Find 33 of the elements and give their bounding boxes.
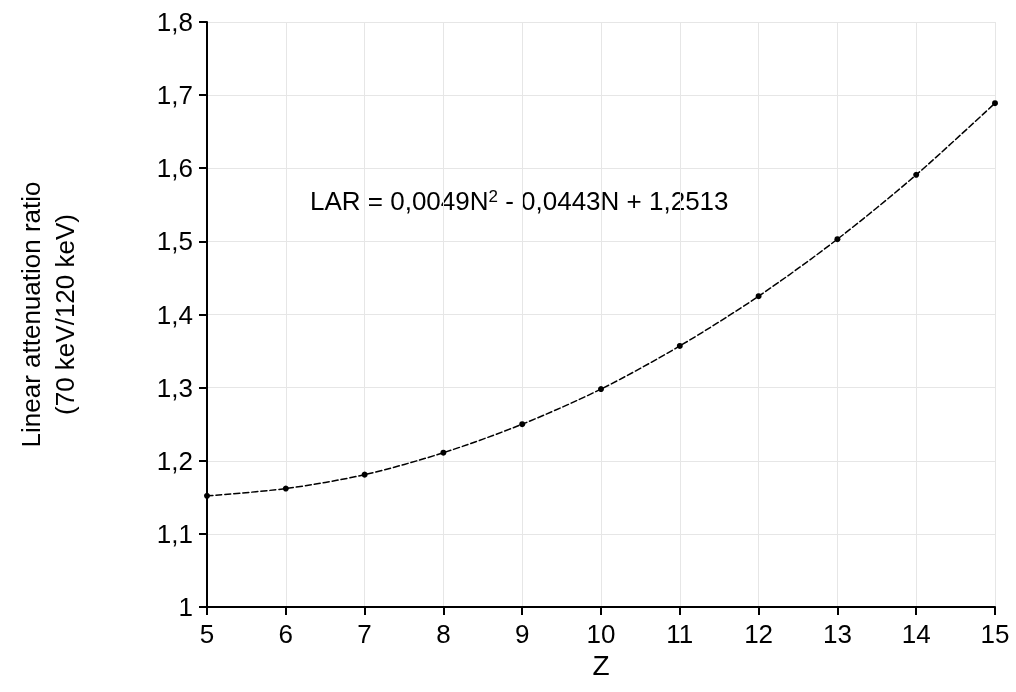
x-tick-label: 11	[666, 619, 694, 649]
y-tick-label: 1,4	[156, 299, 193, 330]
point	[282, 485, 289, 492]
y-tick-label: 1,5	[156, 226, 193, 257]
point	[755, 293, 762, 300]
point	[440, 449, 447, 456]
y-tick-label: 1,8	[156, 7, 193, 37]
x-tick-label: 7	[357, 619, 372, 649]
point	[598, 386, 604, 393]
y-tick-label: 1,3	[156, 372, 193, 403]
x-tick-label: 14	[901, 619, 931, 649]
point	[834, 236, 841, 243]
x-tick-label: 8	[436, 619, 451, 649]
x-tick-label: 13	[822, 619, 852, 649]
y-tick-label: 1,1	[156, 518, 193, 549]
point	[519, 421, 526, 428]
y-axis-title: Linear attenuation ratio (70 keV/120 keV)	[16, 181, 80, 448]
point	[676, 342, 683, 349]
x-tick-label: 15	[980, 619, 1010, 649]
x-tick-label: 9	[514, 619, 530, 649]
point	[361, 471, 368, 478]
y-tick-label: 1,6	[156, 153, 193, 184]
x-tick-label: 5	[199, 619, 215, 649]
x-tick-label: 10	[586, 619, 616, 649]
x-tick-label: 6	[278, 619, 294, 649]
x-axis-title: Z	[592, 650, 610, 682]
point	[992, 100, 998, 107]
x-tick-label: 12	[744, 619, 774, 649]
y-tick-label: 1	[178, 592, 193, 622]
point	[204, 492, 210, 499]
point	[913, 171, 920, 178]
y-tick-label: 1,7	[156, 80, 193, 111]
y-tick-label: 1,2	[156, 445, 193, 476]
